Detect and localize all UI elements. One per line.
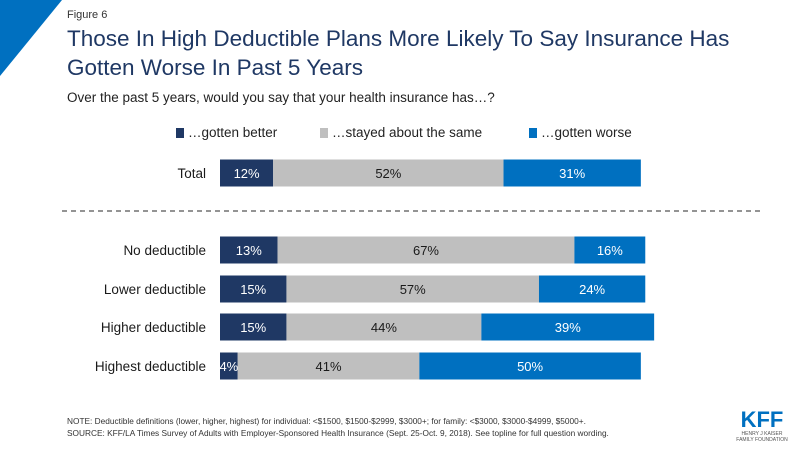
- legend-item-better: …gotten better: [176, 125, 277, 140]
- footer-source: SOURCE: KFF/LA Times Survey of Adults wi…: [67, 428, 609, 438]
- data-label-higher-deductible-same: 44%: [371, 320, 397, 335]
- bar-highest-deductible-better: [220, 352, 238, 380]
- data-label-no-deductible-better: 13%: [236, 243, 262, 258]
- bar-highest-deductible-same: [237, 352, 420, 380]
- legend: …gotten better …stayed about the same …g…: [0, 125, 800, 141]
- data-label-no-deductible-same: 67%: [413, 243, 439, 258]
- data-label-higher-deductible-worse: 39%: [555, 320, 581, 335]
- data-label-lower-deductible-better: 15%: [240, 282, 266, 297]
- logo-sub2: FAMILY FOUNDATION: [736, 437, 788, 443]
- footer-note: NOTE: Deductible definitions (lower, hig…: [67, 416, 586, 426]
- corner-accent-triangle: [0, 0, 62, 76]
- category-label-higher-deductible: Higher deductible: [101, 320, 206, 335]
- data-label-total-worse: 31%: [559, 166, 585, 181]
- data-label-total-better: 12%: [234, 166, 260, 181]
- data-label-highest-deductible-better: 4%: [219, 359, 238, 374]
- data-label-lower-deductible-worse: 24%: [579, 282, 605, 297]
- kff-logo: KFF HENRY J KAISER FAMILY FOUNDATION: [732, 405, 792, 445]
- category-label-highest-deductible: Highest deductible: [95, 359, 206, 374]
- footer: NOTE: Deductible definitions (lower, hig…: [67, 415, 717, 439]
- data-label-highest-deductible-same: 41%: [316, 359, 342, 374]
- bar-no-deductible-worse: [574, 236, 646, 264]
- bar-no-deductible-better: [220, 236, 278, 264]
- bar-total-worse: [503, 159, 641, 187]
- legend-label-better: …gotten better: [188, 125, 278, 140]
- bar-higher-deductible-better: [220, 313, 287, 341]
- legend-swatch-worse: [529, 127, 537, 138]
- data-label-no-deductible-worse: 16%: [597, 243, 623, 258]
- data-label-total-same: 52%: [375, 166, 401, 181]
- legend-label-same: …stayed about the same: [332, 125, 483, 140]
- logo-sub1: HENRY J KAISER: [742, 431, 783, 437]
- bar-lower-deductible-same: [286, 275, 539, 303]
- bar-lower-deductible-worse: [538, 275, 646, 303]
- figure-label: Figure 6: [67, 9, 108, 21]
- legend-item-same: …stayed about the same: [320, 125, 482, 140]
- category-label-total: Total: [177, 166, 206, 181]
- bar-higher-deductible-same: [286, 313, 482, 341]
- bar-no-deductible-same: [277, 236, 575, 264]
- category-label-lower-deductible: Lower deductible: [104, 282, 206, 297]
- legend-swatch-better: [176, 127, 184, 138]
- bar-total-better: [220, 159, 274, 187]
- data-label-lower-deductible-same: 57%: [400, 282, 426, 297]
- chart-title: Those In High Deductible Plans More Like…: [67, 26, 730, 80]
- legend-swatch-same: [320, 127, 328, 138]
- bar-lower-deductible-better: [220, 275, 287, 303]
- category-label-no-deductible: No deductible: [123, 243, 206, 258]
- legend-label-worse: …gotten worse: [541, 125, 632, 140]
- legend-item-worse: …gotten worse: [529, 125, 632, 140]
- chart-subtitle: Over the past 5 years, would you say tha…: [67, 90, 495, 105]
- data-label-higher-deductible-better: 15%: [240, 320, 266, 335]
- bar-total-same: [273, 159, 504, 187]
- logo-text: KFF: [741, 407, 784, 432]
- data-label-highest-deductible-worse: 50%: [517, 359, 543, 374]
- bar-higher-deductible-worse: [481, 313, 655, 341]
- bar-highest-deductible-worse: [419, 352, 641, 380]
